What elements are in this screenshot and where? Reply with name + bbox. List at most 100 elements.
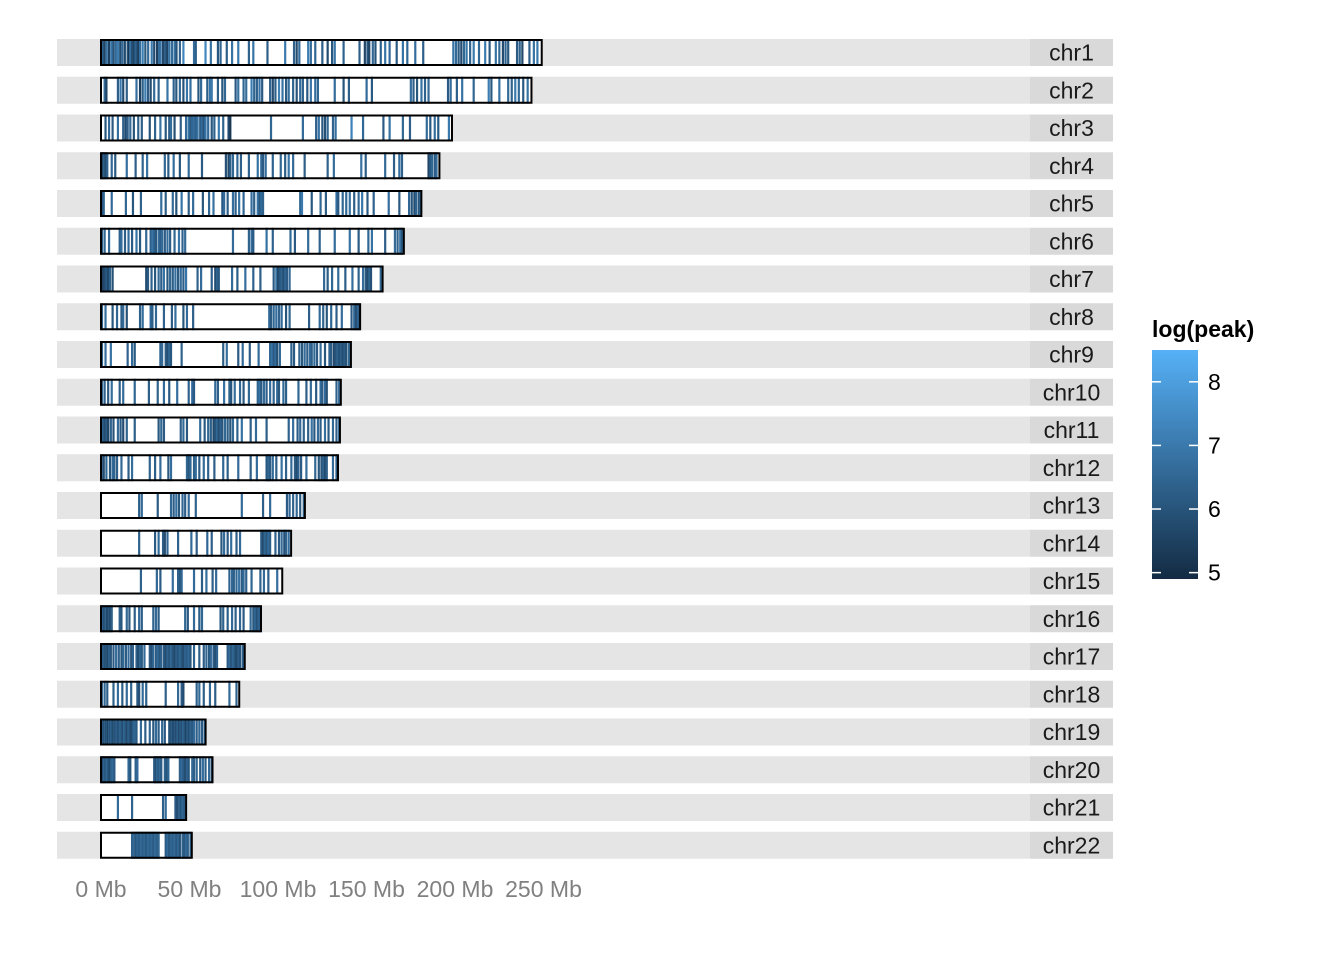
peak-mark [269, 341, 272, 368]
peak-mark [260, 529, 263, 557]
peak-mark [369, 265, 373, 293]
peak-mark [105, 39, 108, 66]
peak-mark [267, 454, 270, 482]
peak-mark [133, 718, 136, 746]
peak-mark [107, 416, 110, 444]
peak-mark [159, 227, 162, 255]
peak-mark [184, 605, 187, 633]
peak-mark [345, 190, 348, 217]
peak-mark [457, 39, 460, 66]
strip-background [1030, 643, 1113, 670]
peak-mark [264, 152, 267, 180]
peak-mark [198, 454, 201, 482]
peak-mark [120, 718, 123, 746]
peak-mark [233, 378, 236, 406]
strip-background [1030, 152, 1113, 180]
peak-mark [330, 39, 334, 66]
peak-mark [156, 643, 159, 670]
peak-mark [102, 190, 105, 217]
chromosome-row-chr15: chr15 [57, 567, 1113, 595]
peak-mark [238, 605, 242, 633]
chromosome-row-chr13: chr13 [57, 492, 1113, 519]
peak-mark [207, 114, 210, 142]
peak-mark [127, 756, 130, 784]
peak-mark [109, 341, 112, 368]
chromosome-body [101, 492, 305, 519]
chromosome-outline [100, 680, 241, 708]
peak-mark [231, 190, 235, 217]
peak-mark [237, 454, 240, 482]
strip-background [1030, 378, 1113, 406]
peak-mark [138, 39, 142, 66]
peak-mark [331, 114, 335, 142]
peak-mark [384, 39, 387, 66]
strip-label-chr13: chr13 [1043, 493, 1101, 519]
peak-mark [280, 529, 283, 557]
peak-mark [145, 227, 148, 255]
strip-label-chr17: chr17 [1043, 644, 1101, 670]
peak-mark [274, 341, 277, 368]
peak-mark [242, 76, 245, 104]
peak-mark [325, 454, 328, 482]
peak-mark [148, 643, 151, 670]
peak-mark [157, 227, 160, 255]
peak-mark [150, 643, 153, 670]
chromosome-outline [100, 605, 263, 633]
peak-mark [200, 605, 204, 633]
peak-mark [171, 643, 174, 670]
peak-mark [290, 454, 293, 482]
peak-mark [184, 831, 188, 859]
peak-mark [180, 718, 183, 746]
peak-mark [109, 605, 112, 633]
peak-mark [120, 303, 123, 331]
peak-mark [372, 190, 375, 217]
peak-mark [139, 190, 143, 217]
peak-mark [341, 190, 344, 217]
peak-mark [182, 303, 185, 331]
peak-mark [104, 341, 107, 368]
strip-background [1030, 227, 1113, 255]
peak-mark [124, 643, 127, 670]
peak-mark [182, 39, 185, 66]
peak-mark [161, 39, 165, 66]
peak-mark [184, 265, 188, 293]
peak-mark [153, 454, 157, 482]
peak-mark [108, 454, 112, 482]
peak-mark [116, 794, 120, 821]
peak-mark [342, 39, 345, 66]
peak-mark [461, 76, 464, 104]
peak-mark [108, 643, 111, 670]
peak-mark [137, 39, 140, 66]
peak-mark [167, 152, 170, 180]
peak-mark [226, 454, 229, 482]
chromosome-outline [100, 39, 543, 66]
peak-mark [125, 303, 128, 331]
peak-mark [172, 718, 175, 746]
peak-mark [101, 152, 104, 180]
peak-mark [237, 341, 240, 368]
peak-mark [189, 114, 192, 142]
peak-mark [384, 152, 387, 180]
peak-mark [238, 567, 241, 595]
peak-mark [136, 831, 139, 859]
strip-background [1030, 794, 1113, 821]
peak-mark [159, 341, 162, 368]
peak-mark [125, 718, 129, 746]
peak-mark [110, 152, 113, 180]
peak-mark [240, 492, 243, 519]
peak-mark [215, 416, 219, 444]
peak-mark [249, 454, 252, 482]
strip-label-chr7: chr7 [1049, 266, 1094, 292]
peak-mark [303, 152, 306, 180]
peak-mark [113, 756, 116, 784]
peak-mark [141, 303, 144, 331]
peak-mark [284, 152, 287, 180]
peak-mark [156, 378, 159, 406]
peak-mark [324, 190, 327, 217]
chromosome-row-chr16: chr16 [57, 605, 1113, 633]
peak-mark [350, 114, 353, 142]
peak-mark [154, 718, 158, 746]
chromosome-outline [100, 76, 533, 104]
peak-mark [326, 265, 329, 293]
peak-mark [131, 643, 135, 670]
